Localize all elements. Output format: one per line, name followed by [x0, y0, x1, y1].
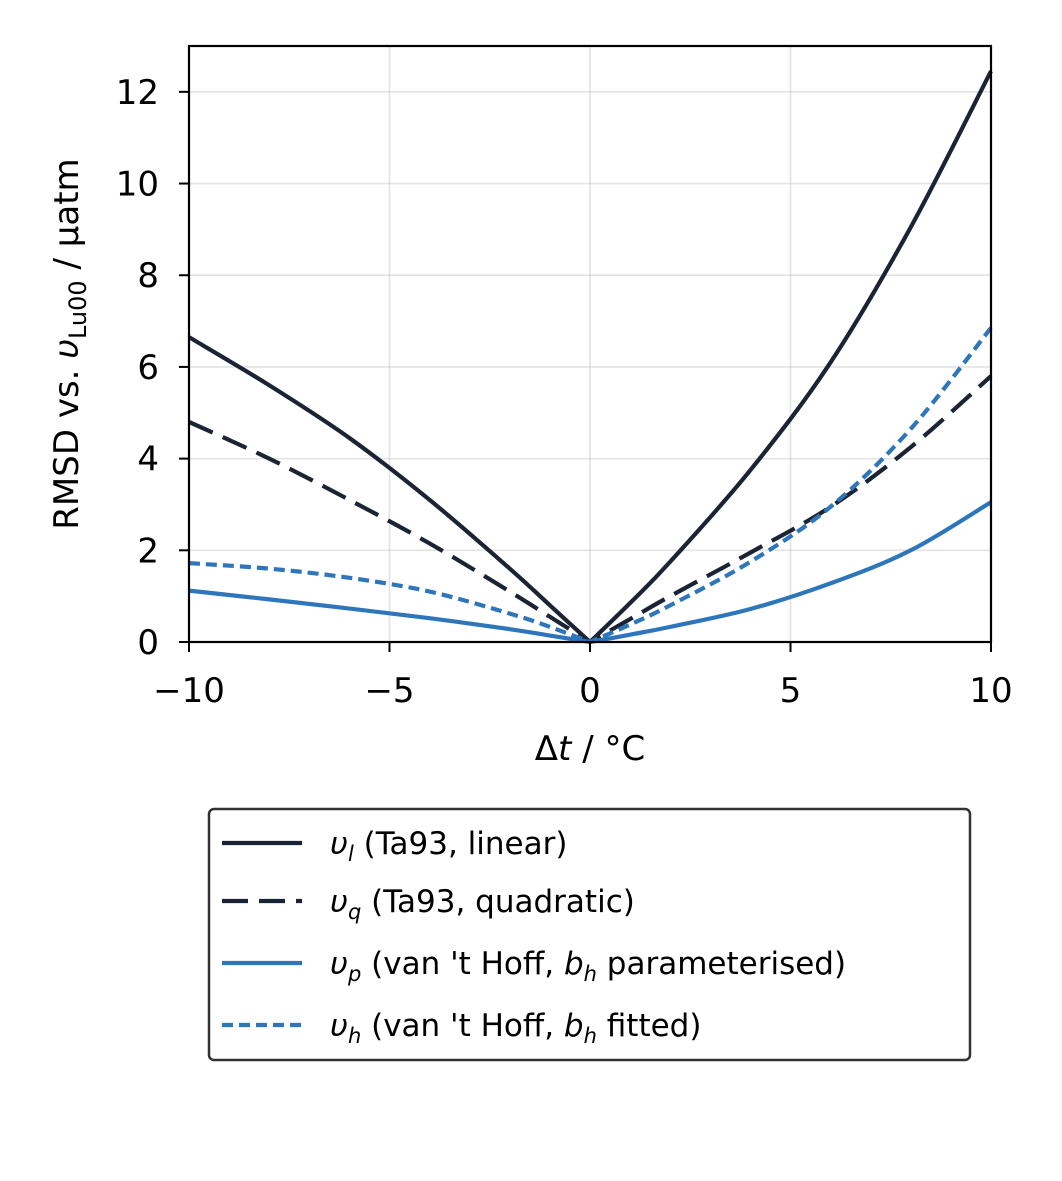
- y-tick-label: 2: [137, 531, 159, 571]
- series-line-1: [187, 70, 993, 645]
- y-axis-label: RMSD vs. υLu00 / μatm: [47, 158, 92, 529]
- y-tick-label: 8: [137, 256, 159, 296]
- x-tick-label: 5: [780, 671, 802, 711]
- x-tick-label: −10: [153, 671, 225, 711]
- y-tick-label: 4: [137, 440, 159, 480]
- y-tick-label: 0: [137, 623, 159, 663]
- series-line-4: [188, 326, 993, 645]
- legend-label: υq (Ta93, quadratic): [330, 884, 635, 924]
- axis-ticks: −10 −5 0 5 10 0 2 4 6 8 10 12: [116, 73, 1013, 711]
- legend-box: [207, 807, 972, 1062]
- legend-label: υl (Ta93, linear): [330, 826, 567, 866]
- legend: υl (Ta93, linear) υq (Ta93, quadratic) υp …: [207, 807, 972, 1062]
- x-tick-label: −5: [364, 671, 414, 711]
- x-tick-label: 10: [969, 671, 1012, 711]
- y-tick-label: 6: [137, 348, 159, 388]
- gridlines: [188, 46, 992, 643]
- x-axis-label: Δt / °C: [535, 729, 645, 769]
- legend-label: υp (van 't Hoff, bh parameterised): [330, 946, 846, 986]
- x-tick-label: 0: [579, 671, 601, 711]
- legend-label: υh (van 't Hoff, bh fitted): [330, 1008, 701, 1048]
- y-tick-label: 12: [116, 73, 159, 113]
- y-tick-label: 10: [116, 165, 159, 205]
